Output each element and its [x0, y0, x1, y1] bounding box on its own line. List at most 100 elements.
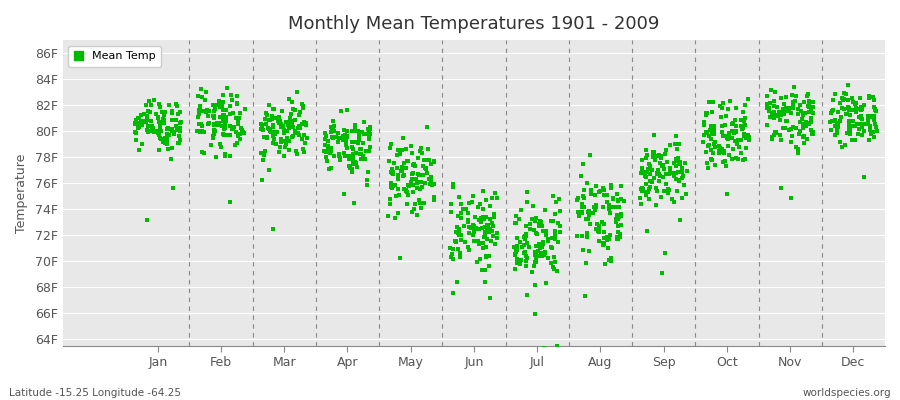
- Point: [282, 125, 296, 132]
- Point: [151, 130, 166, 137]
- Point: [209, 102, 223, 108]
- Point: [152, 124, 166, 131]
- Point: [772, 117, 787, 124]
- Point: [461, 244, 475, 250]
- Point: [337, 126, 351, 133]
- Point: [422, 176, 436, 182]
- Point: [392, 151, 407, 158]
- Point: [800, 103, 814, 110]
- Point: [720, 191, 734, 197]
- Point: [448, 238, 463, 244]
- Point: [197, 149, 211, 156]
- Point: [635, 165, 650, 171]
- Point: [702, 142, 716, 148]
- Point: [804, 114, 818, 121]
- Point: [160, 131, 175, 137]
- Point: [642, 185, 656, 192]
- Point: [139, 118, 153, 124]
- Point: [130, 115, 145, 121]
- Point: [787, 84, 801, 90]
- Point: [581, 209, 596, 215]
- Point: [443, 245, 457, 251]
- Point: [867, 134, 881, 140]
- Point: [861, 95, 876, 101]
- Point: [231, 117, 246, 124]
- Point: [839, 111, 853, 117]
- Point: [772, 109, 787, 115]
- Point: [742, 134, 756, 140]
- Point: [328, 123, 342, 129]
- Point: [219, 114, 233, 120]
- Point: [729, 128, 743, 134]
- Point: [452, 226, 466, 232]
- Point: [716, 148, 731, 154]
- Point: [483, 216, 498, 222]
- Point: [282, 95, 296, 102]
- Point: [669, 170, 683, 177]
- Point: [582, 212, 597, 218]
- Point: [478, 279, 492, 286]
- Point: [718, 162, 733, 169]
- Point: [150, 114, 165, 121]
- Point: [286, 124, 301, 130]
- Point: [400, 188, 414, 195]
- Point: [544, 218, 558, 224]
- Point: [255, 122, 269, 128]
- Point: [172, 133, 186, 140]
- Point: [649, 185, 663, 191]
- Point: [148, 128, 162, 135]
- Point: [479, 244, 493, 250]
- Point: [482, 222, 496, 228]
- Point: [147, 97, 161, 103]
- Point: [527, 249, 542, 255]
- Point: [206, 113, 220, 119]
- Point: [610, 223, 625, 229]
- Point: [614, 222, 628, 228]
- Point: [338, 191, 352, 197]
- Point: [353, 146, 367, 152]
- Point: [173, 128, 187, 134]
- Point: [723, 98, 737, 105]
- Point: [788, 125, 803, 132]
- Point: [418, 165, 432, 171]
- Point: [668, 141, 682, 147]
- Point: [414, 144, 428, 151]
- Point: [276, 123, 291, 129]
- Point: [346, 151, 360, 157]
- Point: [669, 176, 683, 183]
- Point: [194, 149, 209, 156]
- Point: [256, 134, 271, 140]
- Point: [661, 186, 675, 192]
- Point: [487, 214, 501, 221]
- Point: [697, 121, 711, 128]
- Point: [216, 106, 230, 113]
- Point: [526, 226, 541, 233]
- Point: [576, 192, 590, 199]
- Point: [401, 192, 416, 198]
- Point: [518, 236, 532, 242]
- Point: [160, 137, 175, 144]
- Point: [741, 96, 755, 102]
- Point: [320, 138, 335, 144]
- Point: [220, 132, 235, 138]
- Point: [143, 109, 157, 115]
- Point: [319, 148, 333, 155]
- Point: [461, 210, 475, 216]
- Point: [196, 128, 211, 135]
- Point: [207, 115, 221, 122]
- Point: [639, 174, 653, 180]
- Point: [664, 170, 679, 177]
- Point: [634, 170, 648, 177]
- Point: [782, 105, 796, 112]
- Point: [229, 115, 243, 122]
- Point: [508, 248, 523, 254]
- Point: [774, 112, 788, 118]
- Point: [129, 117, 143, 123]
- Point: [419, 124, 434, 130]
- Point: [320, 158, 335, 164]
- Point: [215, 118, 230, 125]
- Point: [643, 178, 657, 184]
- Point: [653, 155, 668, 162]
- Point: [260, 134, 274, 140]
- Point: [649, 202, 663, 208]
